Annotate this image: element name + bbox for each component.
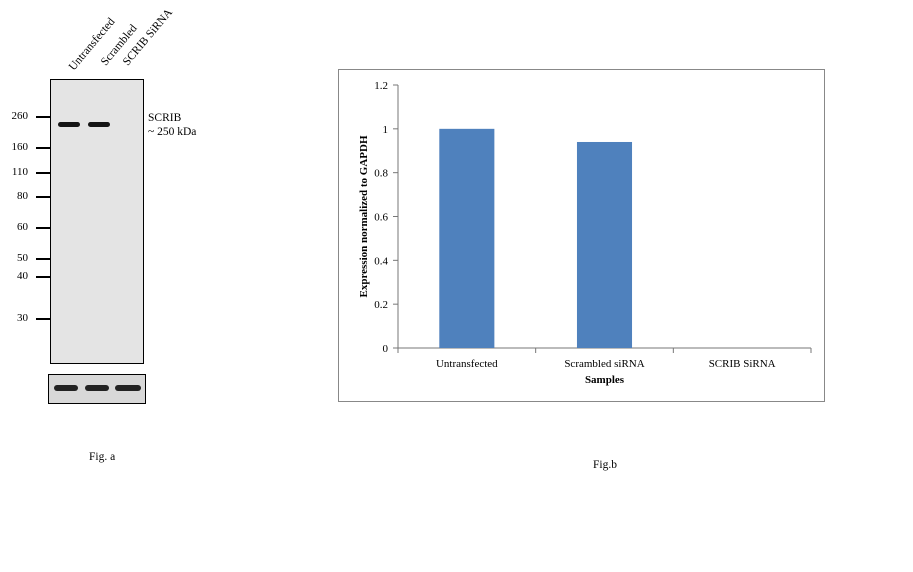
protein-name-label: SCRIB [148, 112, 182, 124]
band-scrambled [88, 122, 110, 127]
bar-untransfected [439, 128, 495, 348]
y-tick-label: 0.6 [374, 212, 388, 224]
marker-30: 30 [0, 312, 50, 324]
control-band-scrib-sirna [115, 385, 141, 391]
y-tick-label: 1 [383, 124, 389, 136]
marker-110: 110 [0, 166, 50, 178]
fig-a-caption: Fig. a [89, 451, 116, 463]
band-untransfected [58, 122, 80, 127]
western-blot-figure: Untransfected Scrambled SCRIB SiRNA 260 … [0, 0, 300, 572]
fig-b-caption: Fig.b [593, 459, 617, 471]
x-category-label: Untransfected [436, 358, 498, 370]
expression-bar-chart: 0 0.2 0.4 0.6 0.8 1 1.2 Untransfected Scrambled … [338, 69, 825, 402]
y-tick-label: 0.8 [374, 168, 388, 180]
x-axis-title: Samples [585, 374, 625, 386]
bar-scrambled-sirna [576, 141, 633, 348]
control-band-untransfected [54, 385, 78, 391]
marker-60: 60 [0, 221, 50, 233]
marker-260: 260 [0, 110, 50, 122]
y-tick-label: 0.4 [374, 255, 388, 267]
y-tick-label: 0.2 [374, 299, 388, 311]
y-axis-title: Expression normalized to GAPDH [358, 135, 370, 297]
y-tick-label: 1.2 [374, 80, 388, 92]
marker-80: 80 [0, 190, 50, 202]
main-blot-panel [50, 79, 144, 364]
control-band-scrambled [85, 385, 109, 391]
chart-canvas: 0 0.2 0.4 0.6 0.8 1 1.2 Untransfected Scrambled … [358, 80, 812, 386]
y-tick-label: 0 [383, 343, 389, 355]
x-category-label: Scrambled siRNA [564, 358, 644, 370]
protein-size-label: ~ 250 kDa [148, 126, 197, 138]
marker-50: 50 [0, 252, 50, 264]
marker-160: 160 [0, 141, 50, 153]
marker-40: 40 [0, 270, 50, 282]
loading-control-blot [48, 374, 146, 404]
x-category-label: SCRIB SiRNA [709, 358, 776, 370]
